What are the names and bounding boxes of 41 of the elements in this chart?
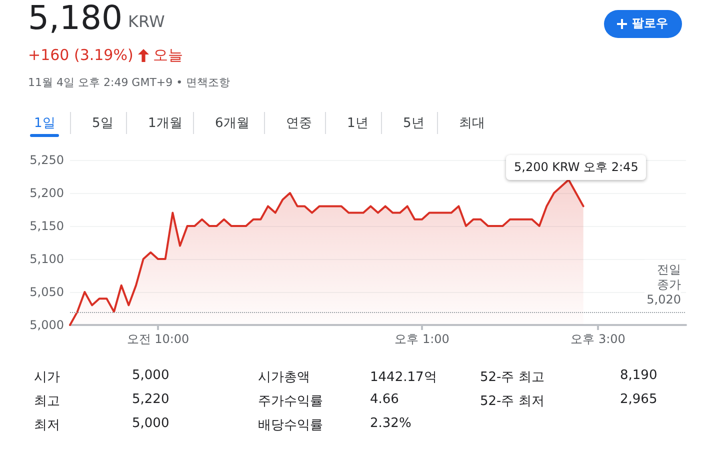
- text: 오늘: [153, 46, 183, 65]
- text: 5,000: [132, 368, 170, 383]
- y-tick-label: 5,250: [30, 153, 64, 167]
- ref-line-label: 전일 종가 5,020: [646, 262, 681, 306]
- text: 5,220: [132, 392, 170, 407]
- y-tick-label: 5,100: [30, 252, 64, 266]
- text: 4.66: [370, 392, 399, 407]
- y-tick-label: 5,000: [30, 318, 64, 332]
- chart-subtitle: KRW: [128, 12, 165, 31]
- text: +160 (3.19%): [28, 46, 134, 64]
- text: 최저: [34, 417, 60, 434]
- annotation: 5,200 KRW 오후 2:45: [506, 155, 646, 180]
- text: 5년: [403, 115, 424, 132]
- text: 5,000: [132, 416, 170, 431]
- chart-title: 5,180: [28, 0, 122, 38]
- text: 1일: [34, 115, 56, 132]
- text: 1개월: [148, 115, 182, 132]
- text: 주가수익률: [258, 393, 323, 410]
- y-tick-label: 5,200: [30, 186, 64, 200]
- text: 팔로우: [632, 15, 668, 32]
- x-tick-label: 오전 10:00: [126, 332, 190, 346]
- x-tick-label: 오후 3:00: [570, 332, 626, 346]
- text: 1442.17억: [370, 369, 437, 386]
- text: 연중: [286, 115, 312, 132]
- text: 52-주 최고: [480, 369, 544, 386]
- text: 2.32%: [370, 416, 412, 431]
- text: 배당수익률: [258, 417, 323, 434]
- text: 6개월: [215, 115, 250, 132]
- text: 최대: [459, 115, 485, 132]
- text: 52-주 최저: [480, 393, 544, 410]
- y-tick-label: 5,150: [30, 219, 64, 233]
- text: 5일: [92, 115, 114, 132]
- text: 시가: [34, 369, 60, 386]
- text: 1년: [347, 115, 368, 132]
- text: 최고: [34, 393, 60, 410]
- text: 11월 4일 오후 2:49 GMT+9 • 면책조항: [28, 75, 230, 90]
- text: 시가총액: [258, 369, 310, 386]
- y-tick-label: 5,050: [30, 285, 64, 299]
- text: 8,190: [620, 368, 658, 383]
- x-tick-label: 오후 1:00: [394, 332, 450, 346]
- text: 2,965: [620, 392, 658, 407]
